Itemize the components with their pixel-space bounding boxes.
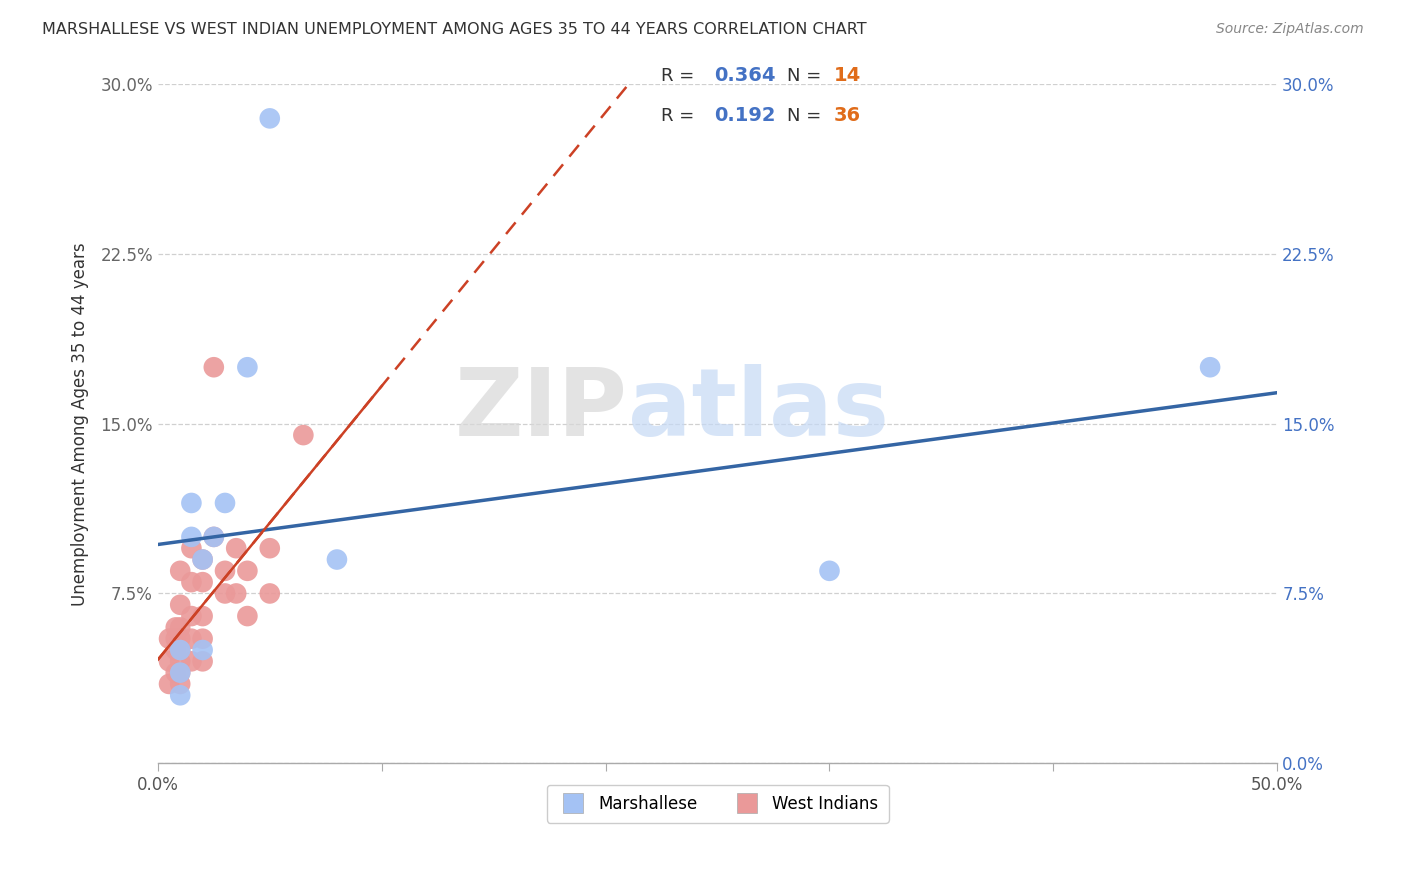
Point <box>191 575 214 590</box>
Point <box>236 609 259 624</box>
Point <box>169 654 191 668</box>
Y-axis label: Unemployment Among Ages 35 to 44 years: Unemployment Among Ages 35 to 44 years <box>72 242 89 606</box>
Point <box>165 643 187 657</box>
Point <box>259 112 281 126</box>
Point <box>225 541 247 556</box>
Point <box>191 632 214 646</box>
Point <box>818 564 841 578</box>
Point <box>191 609 214 624</box>
Point <box>259 586 281 600</box>
Text: 36: 36 <box>834 106 860 126</box>
Point <box>236 360 259 375</box>
Point <box>180 530 202 544</box>
Text: ZIP: ZIP <box>456 364 628 456</box>
Point <box>169 688 191 702</box>
Point <box>180 541 202 556</box>
Point <box>214 586 236 600</box>
Point <box>225 586 247 600</box>
Point <box>1199 360 1222 375</box>
Point <box>157 677 180 691</box>
Point <box>169 665 191 680</box>
Text: R =: R = <box>661 107 695 125</box>
Point <box>191 654 214 668</box>
Legend: Marshallese, West Indians: Marshallese, West Indians <box>547 785 889 822</box>
Point <box>214 496 236 510</box>
Text: N =: N = <box>787 107 821 125</box>
Point <box>202 530 225 544</box>
Point <box>169 632 191 646</box>
Point <box>165 665 187 680</box>
Point <box>169 620 191 634</box>
Point <box>180 496 202 510</box>
Point <box>202 360 225 375</box>
Point <box>214 564 236 578</box>
Point <box>326 552 349 566</box>
Point <box>169 598 191 612</box>
Point <box>180 609 202 624</box>
Point <box>180 575 202 590</box>
Point <box>165 632 187 646</box>
Point <box>236 564 259 578</box>
Point <box>169 564 191 578</box>
Point <box>169 643 191 657</box>
Point <box>165 620 187 634</box>
Text: Source: ZipAtlas.com: Source: ZipAtlas.com <box>1216 22 1364 37</box>
Point <box>292 428 315 442</box>
Text: MARSHALLESE VS WEST INDIAN UNEMPLOYMENT AMONG AGES 35 TO 44 YEARS CORRELATION CH: MARSHALLESE VS WEST INDIAN UNEMPLOYMENT … <box>42 22 868 37</box>
Point <box>169 677 191 691</box>
Point <box>191 643 214 657</box>
Text: R =: R = <box>661 67 695 85</box>
Point <box>169 665 191 680</box>
Point <box>259 541 281 556</box>
Point <box>202 530 225 544</box>
Point <box>180 632 202 646</box>
Point <box>169 643 191 657</box>
Text: 0.364: 0.364 <box>714 66 776 86</box>
Text: 14: 14 <box>834 66 860 86</box>
Point <box>191 552 214 566</box>
Text: atlas: atlas <box>628 364 889 456</box>
Point <box>157 654 180 668</box>
Point <box>191 552 214 566</box>
Text: N =: N = <box>787 67 821 85</box>
Point <box>180 654 202 668</box>
Point <box>157 632 180 646</box>
Text: 0.192: 0.192 <box>714 106 776 126</box>
